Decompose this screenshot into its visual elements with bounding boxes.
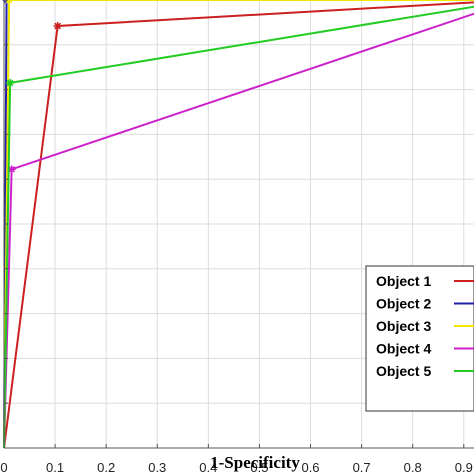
x-tick-label: 0.9 bbox=[455, 460, 473, 474]
legend-label-object-2: Object 2 bbox=[376, 296, 431, 312]
x-tick-label: 0.8 bbox=[404, 460, 422, 474]
series-layer bbox=[2, 0, 474, 449]
legend-label-object-3: Object 3 bbox=[376, 318, 431, 334]
series-marker-object-3 bbox=[5, 0, 14, 4]
x-tick-label: 0.1 bbox=[46, 460, 64, 474]
legend-label-object-1: Object 1 bbox=[376, 273, 431, 289]
legend-box bbox=[365, 265, 474, 412]
series-marker-object-5 bbox=[6, 78, 15, 87]
x-tick-label: 0.4 bbox=[199, 460, 217, 474]
x-tick-label: 0.2 bbox=[97, 460, 115, 474]
legend-label-object-4: Object 4 bbox=[376, 341, 431, 357]
series-marker-object-1 bbox=[53, 21, 62, 30]
x-tick-label: 0 bbox=[0, 460, 7, 474]
legend-label-object-5: Object 5 bbox=[376, 363, 431, 379]
x-tick-label: 0.5 bbox=[250, 460, 268, 474]
x-tick-label: 0.7 bbox=[353, 460, 371, 474]
legend: Object 1 Object 2 Object 3 Object 4 Object 5 bbox=[365, 265, 474, 412]
x-tick-label: 0.3 bbox=[148, 460, 166, 474]
x-tick-label: 0.6 bbox=[301, 460, 319, 474]
x-axis-title: 1-Specificity bbox=[210, 453, 300, 472]
